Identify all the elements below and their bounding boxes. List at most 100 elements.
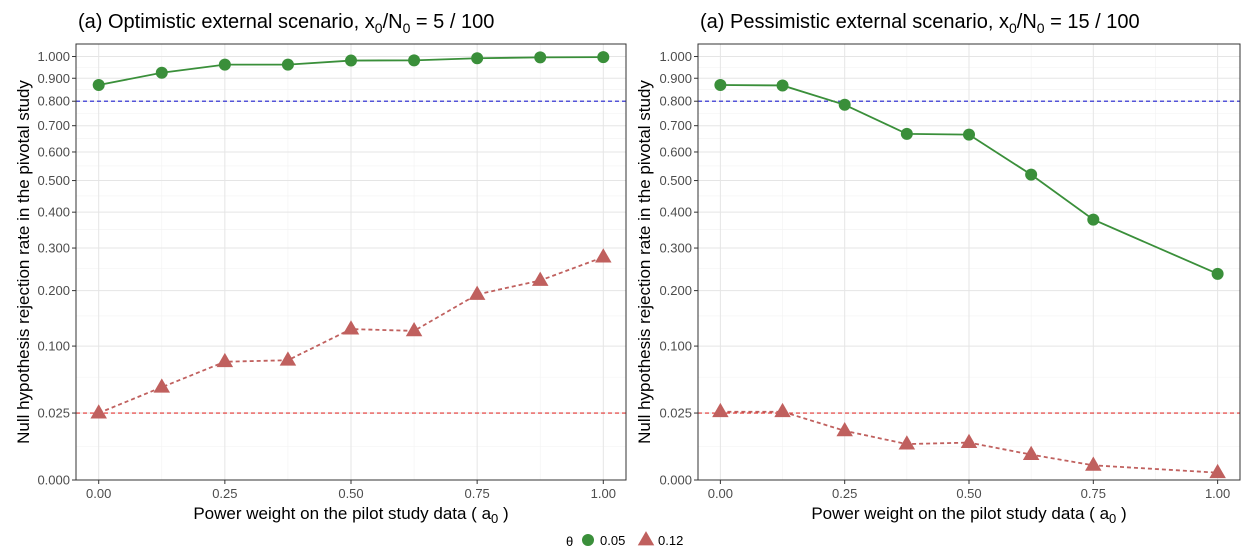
y-tick-label: 0.300 (37, 241, 70, 256)
series-line-0.05 (720, 84, 1218, 275)
y-tick-label: 1.000 (37, 49, 70, 64)
y-tick-label: 0.300 (659, 241, 692, 256)
legend-key-0.05 (582, 534, 594, 546)
y-tick-label: 1.000 (659, 49, 692, 64)
x-tick-label: 1.00 (1205, 486, 1230, 501)
panel-2: 0.0000.0250.1000.2000.3000.4000.5000.600… (635, 11, 1241, 526)
chart-title: (a) Pessimistic external scenario, x0/N0… (700, 11, 1140, 36)
point-0.12-0 (712, 402, 729, 418)
y-tick-label: 0.500 (37, 173, 70, 188)
title-text: (a) Optimistic external scenario, x (78, 11, 375, 33)
panel-1: 0.0000.0250.1000.2000.3000.4000.5000.600… (14, 11, 627, 526)
point-0.12-5 (405, 322, 423, 337)
y-tick-label: 0.025 (659, 406, 692, 421)
x-axis-label-subscript: 0 (1109, 511, 1116, 526)
legend-title: θ (566, 534, 573, 549)
title-subscript: 0 (403, 20, 411, 36)
y-tick-label: 0.600 (37, 144, 70, 159)
point-0.05-4 (345, 54, 357, 67)
x-tick-label: 0.25 (832, 486, 857, 501)
point-0.12-8 (595, 248, 612, 263)
y-tick-label: 0.900 (37, 71, 70, 86)
point-0.12-7 (531, 271, 549, 286)
title-subscript: 0 (1037, 20, 1045, 36)
point-0.12-4 (342, 320, 360, 335)
point-0.12-1 (774, 402, 791, 418)
point-0.12-3 (898, 435, 916, 450)
y-tick-label: 0.000 (37, 473, 70, 488)
y-tick-label: 0.400 (659, 205, 692, 220)
legend-label-0.12: 0.12 (658, 533, 683, 548)
x-axis-label-text: ) (498, 504, 508, 523)
point-0.12-1 (153, 378, 171, 393)
y-tick-label: 0.900 (659, 71, 692, 86)
point-0.12-5 (1022, 445, 1040, 461)
point-0.12-6 (1085, 456, 1102, 471)
y-tick-label: 0.200 (37, 283, 70, 298)
point-0.05-8 (597, 51, 610, 64)
y-tick-label: 0.800 (37, 94, 70, 109)
y-tick-label: 0.100 (37, 339, 70, 354)
y-axis-label: Null hypothesis rejection rate in the pi… (635, 80, 654, 444)
series-line-0.12 (720, 410, 1218, 474)
point-0.05-0 (92, 79, 105, 92)
point-0.05-1 (155, 66, 168, 79)
y-tick-label: 0.800 (659, 94, 692, 109)
x-axis-label-text: Power weight on the pilot study data ( a (193, 504, 491, 523)
y-tick-label: 0.100 (659, 339, 692, 354)
point-0.05-4 (963, 128, 975, 141)
point-0.05-7 (1211, 267, 1224, 280)
point-0.12-2 (836, 421, 853, 437)
chart-title: (a) Optimistic external scenario, x0/N0 … (78, 11, 494, 36)
x-tick-label: 0.25 (212, 486, 237, 501)
point-0.05-6 (1087, 213, 1100, 226)
point-0.05-2 (218, 58, 231, 71)
point-0.05-6 (471, 52, 484, 65)
x-tick-label: 1.00 (591, 486, 616, 501)
title-text: (a) Pessimistic external scenario, x (700, 11, 1009, 33)
y-tick-label: 0.000 (659, 473, 692, 488)
x-axis-label: Power weight on the pilot study data ( a… (193, 504, 508, 526)
legend-key-0.12 (637, 531, 655, 546)
point-0.05-5 (1025, 168, 1038, 181)
point-0.12-6 (468, 285, 486, 300)
x-tick-label: 0.50 (956, 486, 981, 501)
y-tick-label: 0.200 (659, 283, 692, 298)
x-tick-label: 0.50 (338, 486, 363, 501)
y-tick-label: 0.700 (37, 118, 70, 133)
x-axis-label: Power weight on the pilot study data ( a… (811, 504, 1126, 526)
title-subscript: 0 (375, 20, 383, 36)
title-text: /N (1017, 11, 1037, 33)
point-0.12-0 (90, 404, 107, 419)
title-subscript: 0 (1009, 20, 1017, 36)
point-0.05-5 (408, 54, 421, 67)
y-tick-label: 0.025 (37, 406, 70, 421)
point-0.12-3 (279, 351, 297, 366)
x-tick-label: 0.75 (1081, 486, 1106, 501)
y-tick-label: 0.500 (659, 173, 692, 188)
point-0.12-4 (960, 433, 978, 449)
point-0.05-3 (900, 127, 913, 140)
x-tick-label: 0.00 (86, 486, 111, 501)
x-axis-label-text: ) (1116, 504, 1126, 523)
y-tick-label: 0.400 (37, 205, 70, 220)
x-axis-label-text: Power weight on the pilot study data ( a (811, 504, 1109, 523)
point-0.05-0 (714, 79, 727, 92)
title-text: = 5 / 100 (410, 11, 494, 33)
point-0.05-3 (281, 58, 294, 71)
y-axis-label: Null hypothesis rejection rate in the pi… (14, 80, 33, 444)
x-tick-label: 0.75 (464, 486, 489, 501)
title-text: /N (383, 11, 403, 33)
y-tick-label: 0.600 (659, 144, 692, 159)
legend: θ 0.05 0.12 (566, 531, 683, 549)
point-0.05-2 (838, 98, 851, 111)
point-0.05-7 (534, 51, 547, 64)
legend-label-0.05: 0.05 (600, 533, 625, 548)
x-axis-label-subscript: 0 (491, 511, 498, 526)
point-0.12-7 (1209, 463, 1226, 479)
point-0.05-1 (776, 79, 789, 92)
point-0.12-2 (216, 352, 234, 368)
y-tick-label: 0.700 (659, 118, 692, 133)
